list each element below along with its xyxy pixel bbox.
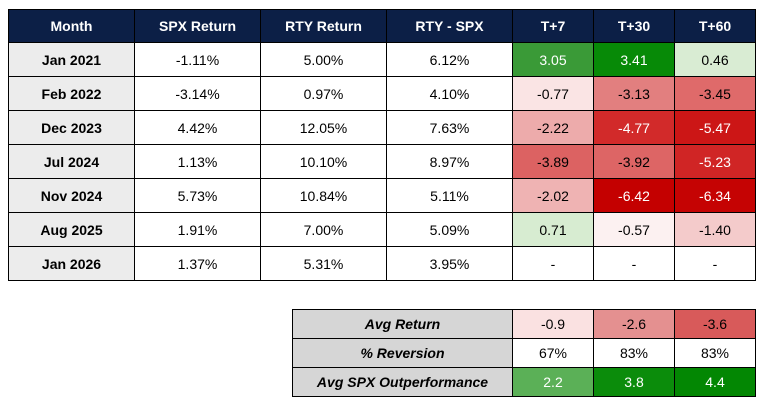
summary-row-outperformance: Avg SPX Outperformance 2.2 3.8 4.4 — [292, 367, 756, 397]
spx-return-cell: 4.42% — [134, 110, 261, 145]
t60-cell: 0.46 — [674, 42, 756, 77]
t30-cell: - — [593, 246, 675, 281]
t60-cell: - — [674, 246, 756, 281]
spx-return-cell: 1.37% — [134, 246, 261, 281]
column-header-t7: T+7 — [512, 9, 594, 43]
month-cell: Aug 2025 — [8, 212, 135, 247]
rty-return-cell: 10.10% — [260, 144, 387, 179]
summary-table: Avg Return -0.9 -2.6 -3.6 % Reversion 67… — [292, 309, 756, 397]
rty-return-cell: 5.00% — [260, 42, 387, 77]
rty-return-cell: 10.84% — [260, 178, 387, 213]
column-header-rty-minus-spx: RTY - SPX — [386, 9, 513, 43]
column-header-rty-return: RTY Return — [260, 9, 387, 43]
spx-return-cell: 5.73% — [134, 178, 261, 213]
spx-return-cell: 1.91% — [134, 212, 261, 247]
month-cell: Dec 2023 — [8, 110, 135, 145]
t60-cell: -1.40 — [674, 212, 756, 247]
table-row: Jan 2026 1.37% 5.31% 3.95% - - - — [8, 246, 756, 281]
t7-cell: -2.22 — [512, 110, 594, 145]
rty-spx-diff-cell: 8.97% — [386, 144, 513, 179]
returns-table: Month SPX Return RTY Return RTY - SPX T+… — [8, 9, 756, 281]
t30-cell: -6.42 — [593, 178, 675, 213]
month-cell: Jan 2026 — [8, 246, 135, 281]
rty-return-cell: 12.05% — [260, 110, 387, 145]
summary-t7-cell: 67% — [512, 338, 594, 368]
table-row: Feb 2022 -3.14% 0.97% 4.10% -0.77 -3.13 … — [8, 76, 756, 111]
month-cell: Feb 2022 — [8, 76, 135, 111]
summary-row-avg-return: Avg Return -0.9 -2.6 -3.6 — [292, 309, 756, 339]
t7-cell: -2.02 — [512, 178, 594, 213]
rty-return-cell: 7.00% — [260, 212, 387, 247]
t30-cell: -4.77 — [593, 110, 675, 145]
month-cell: Nov 2024 — [8, 178, 135, 213]
t60-cell: -5.47 — [674, 110, 756, 145]
summary-row-reversion: % Reversion 67% 83% 83% — [292, 338, 756, 368]
summary-label: % Reversion — [292, 338, 513, 368]
rty-spx-diff-cell: 4.10% — [386, 76, 513, 111]
summary-t60-cell: 4.4 — [674, 367, 756, 397]
t7-cell: 3.05 — [512, 42, 594, 77]
t7-cell: -0.77 — [512, 76, 594, 111]
t30-cell: -3.92 — [593, 144, 675, 179]
summary-t30-cell: -2.6 — [593, 309, 675, 339]
t7-cell: - — [512, 246, 594, 281]
summary-t7-cell: -0.9 — [512, 309, 594, 339]
spx-return-cell: -3.14% — [134, 76, 261, 111]
table-row: Jan 2021 -1.11% 5.00% 6.12% 3.05 3.41 0.… — [8, 42, 756, 77]
table-row: Nov 2024 5.73% 10.84% 5.11% -2.02 -6.42 … — [8, 178, 756, 213]
table-row: Aug 2025 1.91% 7.00% 5.09% 0.71 -0.57 -1… — [8, 212, 756, 247]
t30-cell: -0.57 — [593, 212, 675, 247]
table-row: Jul 2024 1.13% 10.10% 8.97% -3.89 -3.92 … — [8, 144, 756, 179]
rty-spx-diff-cell: 5.09% — [386, 212, 513, 247]
t60-cell: -6.34 — [674, 178, 756, 213]
table-row: Dec 2023 4.42% 12.05% 7.63% -2.22 -4.77 … — [8, 110, 756, 145]
summary-label: Avg SPX Outperformance — [292, 367, 513, 397]
column-header-month: Month — [8, 9, 135, 43]
t30-cell: 3.41 — [593, 42, 675, 77]
t7-cell: 0.71 — [512, 212, 594, 247]
spx-return-cell: -1.11% — [134, 42, 261, 77]
rty-return-cell: 0.97% — [260, 76, 387, 111]
rty-spx-diff-cell: 3.95% — [386, 246, 513, 281]
t30-cell: -3.13 — [593, 76, 675, 111]
t7-cell: -3.89 — [512, 144, 594, 179]
rty-spx-diff-cell: 5.11% — [386, 178, 513, 213]
rty-return-cell: 5.31% — [260, 246, 387, 281]
summary-t60-cell: 83% — [674, 338, 756, 368]
t60-cell: -3.45 — [674, 76, 756, 111]
rty-spx-diff-cell: 6.12% — [386, 42, 513, 77]
spx-return-cell: 1.13% — [134, 144, 261, 179]
rty-spx-diff-cell: 7.63% — [386, 110, 513, 145]
summary-t30-cell: 83% — [593, 338, 675, 368]
month-cell: Jan 2021 — [8, 42, 135, 77]
month-cell: Jul 2024 — [8, 144, 135, 179]
header-row: Month SPX Return RTY Return RTY - SPX T+… — [8, 9, 756, 43]
column-header-t30: T+30 — [593, 9, 675, 43]
summary-t7-cell: 2.2 — [512, 367, 594, 397]
summary-t60-cell: -3.6 — [674, 309, 756, 339]
summary-t30-cell: 3.8 — [593, 367, 675, 397]
summary-label: Avg Return — [292, 309, 513, 339]
column-header-spx-return: SPX Return — [134, 9, 261, 43]
t60-cell: -5.23 — [674, 144, 756, 179]
column-header-t60: T+60 — [674, 9, 756, 43]
